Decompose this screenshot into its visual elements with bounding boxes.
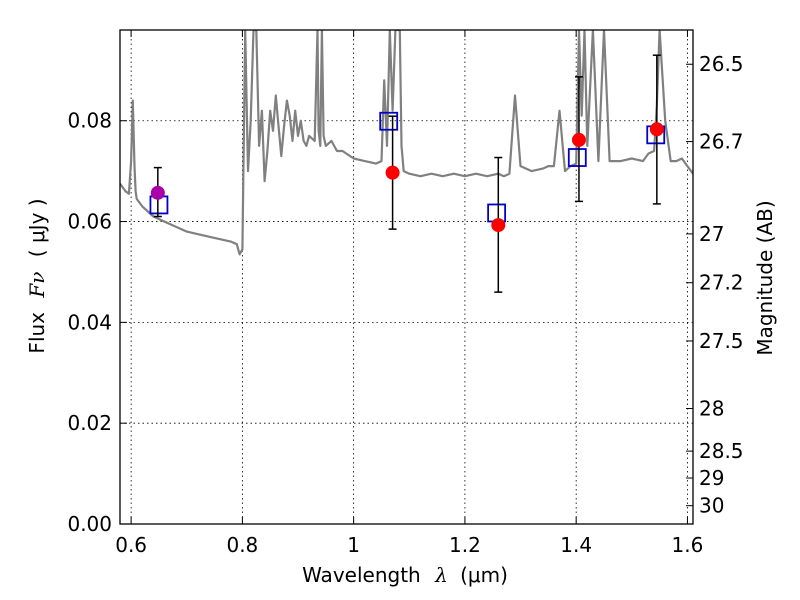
x-axis-label-unit: (μm) bbox=[460, 563, 508, 587]
x-axis-label: Wavelength λ (μm) bbox=[302, 563, 508, 587]
y-tick-label: 0.08 bbox=[67, 109, 112, 133]
y2-tick-label: 28 bbox=[699, 397, 724, 421]
model-spectrum-line bbox=[120, 30, 693, 256]
synthetic-flux-square bbox=[379, 111, 399, 131]
observed-flux-point bbox=[491, 218, 506, 233]
y-tick-label: 0.02 bbox=[67, 411, 112, 435]
y2-axis-label: Magnitude (AB) bbox=[753, 200, 777, 355]
y-axis-label-unit: ( μJy ) bbox=[25, 198, 49, 257]
y2-tick-label: 27.2 bbox=[699, 271, 744, 295]
x-axis-label-prefix: Wavelength bbox=[302, 563, 421, 587]
y-tick-label: 0.00 bbox=[67, 512, 112, 536]
x-tick-label: 1.6 bbox=[672, 533, 704, 557]
x-axis-label-symbol: λ bbox=[434, 563, 448, 587]
y2-tick-label: 26.7 bbox=[699, 130, 744, 154]
y-axis-label-prefix: Flux bbox=[25, 312, 49, 354]
x-tick-label: 0.8 bbox=[226, 533, 258, 557]
observed-flux-point bbox=[649, 122, 664, 137]
y-tick-label: 0.04 bbox=[67, 310, 112, 334]
model-spectrum-layer bbox=[120, 30, 693, 256]
observed-flux-point bbox=[571, 132, 586, 147]
synthetic-flux-square bbox=[567, 148, 587, 167]
x-tick-labels: 0.6 0.8 1 1.2 1.4 1.6 bbox=[115, 533, 703, 557]
x-tick-label: 1.2 bbox=[449, 533, 481, 557]
y-axis-label-symbol: Fν bbox=[25, 272, 49, 299]
x-tick-label: 0.6 bbox=[115, 533, 147, 557]
y2-tick-label: 29 bbox=[699, 466, 724, 490]
ticks bbox=[120, 30, 693, 525]
y2-tick-labels: 26.5 26.7 27 27.2 27.5 28 28.5 29 30 bbox=[699, 52, 744, 517]
optical-flux-point bbox=[150, 185, 165, 200]
observed-flux-point bbox=[385, 165, 400, 180]
y2-tick-label: 26.5 bbox=[699, 52, 744, 76]
markers-layer bbox=[149, 54, 666, 293]
y2-tick-label: 27.5 bbox=[699, 329, 744, 353]
plot-area bbox=[120, 30, 693, 293]
y2-tick-label: 30 bbox=[699, 494, 724, 518]
y-axis-label: Flux Fν ( μJy ) bbox=[25, 198, 49, 353]
y-tick-labels: 0.00 0.02 0.04 0.06 0.08 bbox=[67, 109, 112, 536]
x-tick-label: 1 bbox=[347, 533, 360, 557]
plot-frame bbox=[119, 29, 694, 525]
y2-tick-label: 28.5 bbox=[699, 439, 744, 463]
x-tick-label: 1.4 bbox=[560, 533, 592, 557]
y-tick-label: 0.06 bbox=[67, 210, 112, 234]
y2-tick-label: 27 bbox=[699, 222, 724, 246]
